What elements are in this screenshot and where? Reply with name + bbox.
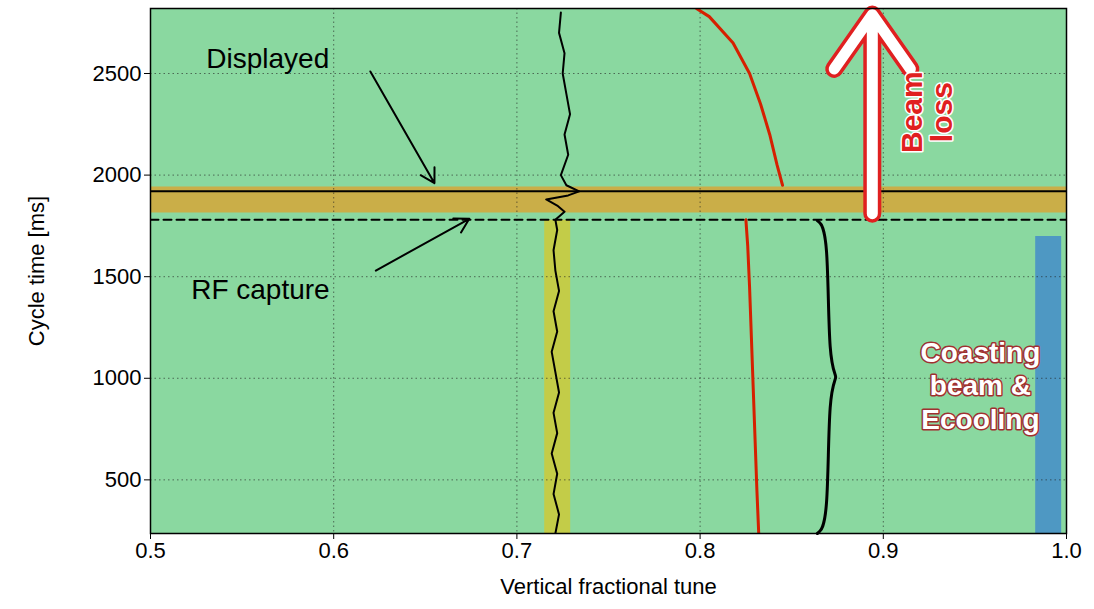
svg-text:0.7: 0.7 [502, 538, 533, 563]
svg-text:0.9: 0.9 [868, 538, 899, 563]
svg-text:Vertical fractional tune: Vertical fractional tune [500, 574, 716, 599]
svg-text:0.6: 0.6 [318, 538, 349, 563]
svg-text:1500: 1500 [93, 264, 142, 289]
svg-text:1000: 1000 [93, 365, 142, 390]
svg-text:2000: 2000 [93, 162, 142, 187]
svg-text:0.8: 0.8 [685, 538, 716, 563]
svg-text:0.5: 0.5 [135, 538, 166, 563]
svg-text:Displayed: Displayed [206, 43, 329, 74]
svg-text:Beamloss: Beamloss [895, 71, 958, 153]
svg-text:500: 500 [105, 467, 142, 492]
svg-text:2500: 2500 [93, 61, 142, 86]
svg-text:RF capture: RF capture [191, 274, 330, 305]
svg-text:Coastingbeam &Ecooling: Coastingbeam &Ecooling [921, 337, 1041, 435]
svg-text:Cycle time [ms]: Cycle time [ms] [24, 196, 49, 346]
svg-text:1.0: 1.0 [1051, 538, 1082, 563]
